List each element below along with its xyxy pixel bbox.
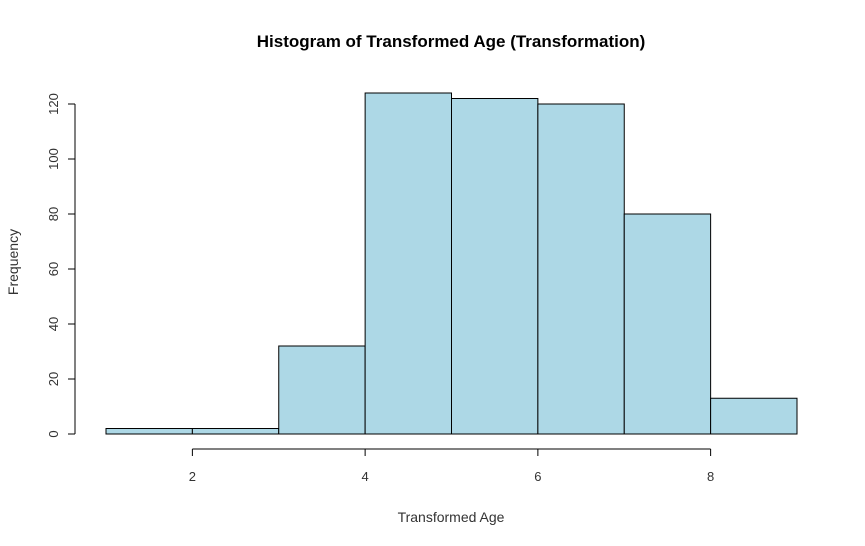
y-tick-label-60: 60 [46,262,61,276]
histogram-bar-4 [364,92,452,435]
histogram-bar-2 [191,428,280,435]
histogram-bar-3 [278,345,366,435]
x-tick-label-8: 8 [707,469,714,484]
y-tick-label-80: 80 [46,207,61,221]
histogram-bar-5 [451,98,539,435]
histogram-bar-8 [710,397,798,435]
bars-group [105,92,798,435]
y-tick-label-0: 0 [46,430,61,437]
histogram-bar-7 [623,213,712,435]
histogram-bar-6 [537,103,625,435]
y-axis: 0 20 40 60 80 100 120 [46,93,76,438]
x-axis: 2 4 6 8 [189,448,714,484]
x-tick-label-2: 2 [189,469,196,484]
histogram-bar-1 [105,428,193,435]
x-tick-label-4: 4 [362,469,369,484]
y-tick-label-40: 40 [46,317,61,331]
y-axis-label: Frequency [5,229,21,295]
y-tick-label-100: 100 [46,148,61,170]
x-axis-label: Transformed Age [398,509,505,525]
y-tick-label-120: 120 [46,93,61,115]
x-tick-label-6: 6 [534,469,541,484]
y-tick-label-20: 20 [46,372,61,386]
chart-title: Histogram of Transformed Age (Transforma… [257,32,646,51]
